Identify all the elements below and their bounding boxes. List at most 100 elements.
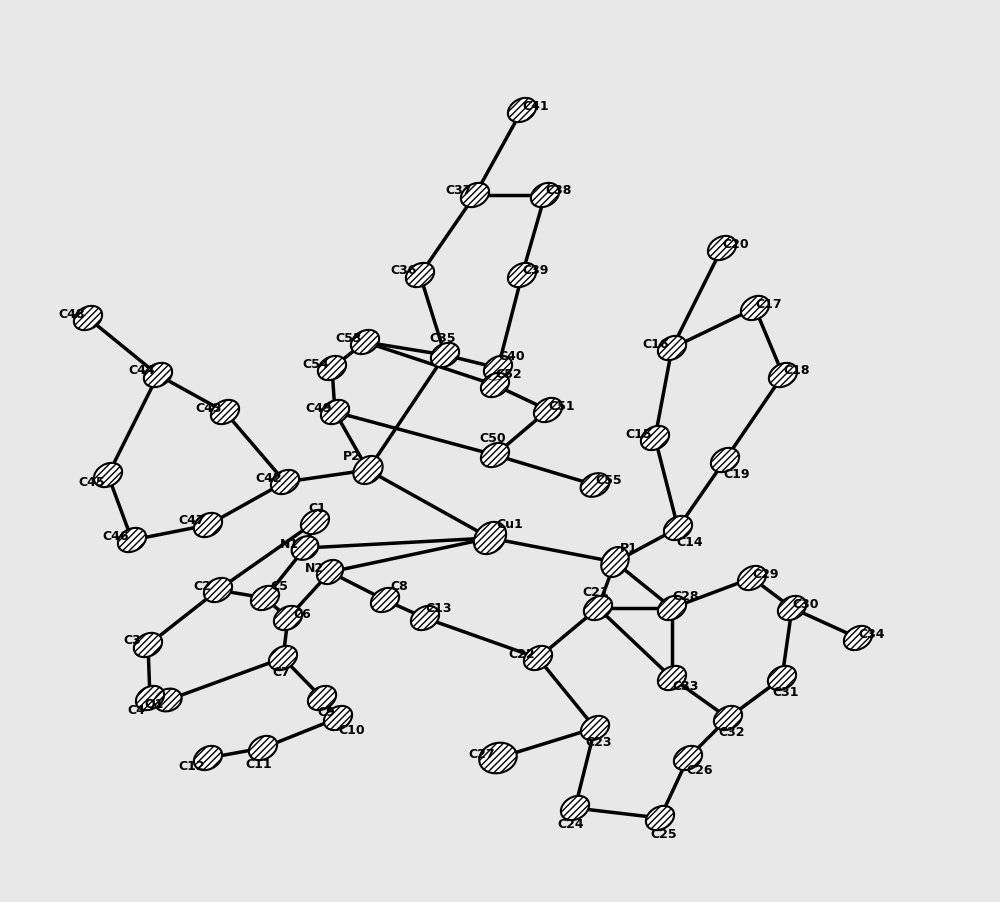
Ellipse shape — [144, 363, 172, 387]
Text: O1: O1 — [144, 697, 164, 711]
Text: C14: C14 — [677, 536, 703, 548]
Text: C22: C22 — [509, 648, 535, 660]
Text: C42: C42 — [256, 472, 282, 484]
Ellipse shape — [664, 516, 692, 540]
Ellipse shape — [584, 596, 612, 620]
Text: N1: N1 — [279, 538, 299, 550]
Text: C31: C31 — [773, 686, 799, 698]
Ellipse shape — [353, 456, 383, 484]
Text: C3: C3 — [123, 634, 141, 648]
Text: C13: C13 — [426, 602, 452, 614]
Ellipse shape — [318, 356, 346, 380]
Ellipse shape — [371, 588, 399, 612]
Text: C21: C21 — [583, 585, 609, 599]
Ellipse shape — [738, 566, 766, 590]
Text: C24: C24 — [558, 817, 584, 831]
Text: C36: C36 — [391, 264, 417, 278]
Ellipse shape — [274, 606, 302, 630]
Text: P1: P1 — [620, 541, 638, 555]
Text: C32: C32 — [719, 725, 745, 739]
Text: C47: C47 — [179, 514, 205, 528]
Ellipse shape — [741, 296, 769, 320]
Ellipse shape — [601, 547, 629, 577]
Text: C30: C30 — [793, 597, 819, 611]
Text: C50: C50 — [480, 432, 506, 446]
Text: C4: C4 — [127, 704, 145, 716]
Text: C33: C33 — [673, 679, 699, 693]
Ellipse shape — [321, 400, 349, 424]
Ellipse shape — [308, 686, 336, 710]
Text: C11: C11 — [246, 758, 272, 770]
Text: C5: C5 — [270, 579, 288, 593]
Ellipse shape — [708, 236, 736, 260]
Ellipse shape — [508, 262, 536, 287]
Ellipse shape — [118, 528, 146, 552]
Ellipse shape — [194, 746, 222, 770]
Text: C53: C53 — [336, 332, 362, 345]
Ellipse shape — [301, 510, 329, 534]
Text: N2: N2 — [304, 562, 324, 575]
Ellipse shape — [581, 716, 609, 741]
Ellipse shape — [154, 688, 182, 712]
Text: C49: C49 — [306, 401, 332, 415]
Ellipse shape — [194, 513, 222, 537]
Text: C38: C38 — [546, 185, 572, 198]
Text: C15: C15 — [626, 428, 652, 440]
Text: C35: C35 — [430, 333, 456, 345]
Ellipse shape — [658, 336, 686, 360]
Ellipse shape — [351, 330, 379, 354]
Ellipse shape — [581, 474, 609, 497]
Ellipse shape — [249, 736, 277, 760]
Ellipse shape — [271, 470, 299, 494]
Ellipse shape — [461, 183, 489, 207]
Ellipse shape — [658, 666, 686, 690]
Text: C6: C6 — [293, 608, 311, 621]
Ellipse shape — [711, 448, 739, 472]
Ellipse shape — [534, 398, 562, 422]
Ellipse shape — [641, 426, 669, 450]
Text: C39: C39 — [523, 264, 549, 278]
Ellipse shape — [778, 596, 806, 620]
Text: C27: C27 — [469, 748, 495, 760]
Text: C8: C8 — [390, 579, 408, 593]
Text: C18: C18 — [784, 364, 810, 378]
Ellipse shape — [324, 706, 352, 730]
Ellipse shape — [406, 262, 434, 287]
Text: C20: C20 — [723, 237, 749, 251]
Text: C54: C54 — [303, 357, 329, 371]
Text: C37: C37 — [446, 185, 472, 198]
Text: C52: C52 — [496, 369, 522, 382]
Text: C28: C28 — [673, 590, 699, 603]
Ellipse shape — [524, 646, 552, 670]
Text: Cu1: Cu1 — [497, 518, 523, 530]
Ellipse shape — [251, 586, 279, 610]
Ellipse shape — [768, 666, 796, 690]
Ellipse shape — [74, 306, 102, 330]
Ellipse shape — [658, 596, 686, 620]
Ellipse shape — [204, 578, 232, 603]
Ellipse shape — [646, 805, 674, 830]
Ellipse shape — [531, 183, 559, 207]
Ellipse shape — [479, 742, 517, 773]
Text: C16: C16 — [643, 337, 669, 351]
Ellipse shape — [484, 356, 512, 380]
Text: C43: C43 — [196, 401, 222, 415]
Text: C48: C48 — [59, 308, 85, 320]
Text: C9: C9 — [317, 705, 335, 719]
Ellipse shape — [292, 536, 318, 560]
Text: C45: C45 — [79, 476, 105, 490]
Ellipse shape — [481, 443, 509, 467]
Ellipse shape — [134, 633, 162, 658]
Text: C12: C12 — [179, 759, 205, 772]
Ellipse shape — [431, 343, 459, 367]
Text: C44: C44 — [129, 364, 155, 378]
Text: C34: C34 — [859, 628, 885, 640]
Ellipse shape — [508, 98, 536, 122]
Text: C17: C17 — [756, 298, 782, 310]
Ellipse shape — [411, 606, 439, 630]
Text: C26: C26 — [687, 763, 713, 777]
Ellipse shape — [317, 560, 343, 584]
Text: C51: C51 — [549, 400, 575, 412]
Text: C46: C46 — [103, 529, 129, 542]
Text: P2: P2 — [343, 449, 361, 463]
